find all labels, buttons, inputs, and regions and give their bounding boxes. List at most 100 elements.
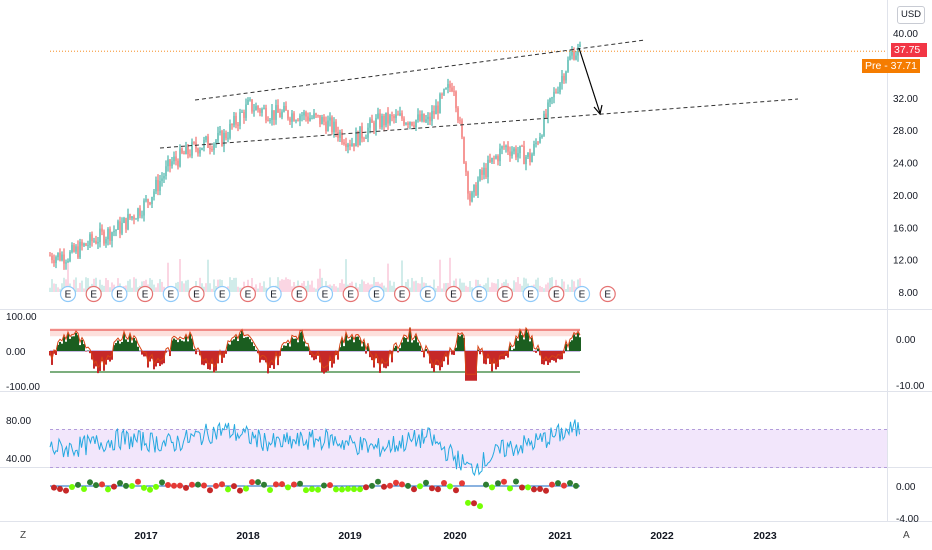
- oscillator-histogram-bar: [117, 340, 119, 351]
- momentum-dot: [51, 484, 57, 491]
- price-pane[interactable]: [49, 41, 581, 270]
- momentum-dot: [231, 483, 237, 490]
- currency-label[interactable]: USD: [897, 6, 925, 24]
- price-candle-body: [53, 260, 55, 264]
- momentum-dot: [57, 485, 63, 492]
- volume-bar: [419, 283, 421, 292]
- price-candle-body: [157, 179, 159, 191]
- volume-bar: [469, 281, 471, 292]
- rsi-pane[interactable]: 80.00 40.00: [6, 416, 887, 477]
- volume-bar: [497, 279, 499, 292]
- oscillator-pane[interactable]: 100.00 0.00 -100.00 0.00 -10.00: [6, 312, 925, 393]
- volume-bar: [167, 262, 169, 292]
- oscillator-histogram-bar: [133, 337, 135, 351]
- oscillator-histogram-bar: [177, 342, 179, 351]
- oscillator-histogram-bar: [269, 351, 271, 368]
- earnings-marker: [368, 285, 385, 303]
- price-candle-body: [307, 116, 309, 121]
- price-candle-body: [361, 126, 363, 139]
- earnings-marker: [573, 285, 591, 303]
- timezone-button[interactable]: Z: [20, 530, 27, 541]
- price-candle-body: [335, 121, 337, 132]
- momentum-dot: [249, 479, 255, 486]
- volume-bar: [213, 279, 215, 292]
- oscillator-histogram-bar: [169, 351, 171, 357]
- earnings-marker: [599, 285, 616, 303]
- price-candle-body: [171, 161, 173, 167]
- momentum-dot: [471, 500, 477, 507]
- volume-bar: [455, 278, 457, 292]
- price-candle-body: [461, 120, 463, 138]
- oscillator-histogram-bar: [421, 351, 423, 352]
- price-candle-body: [329, 117, 331, 121]
- price-candle-body: [421, 113, 423, 121]
- oscillator-histogram-bar: [339, 347, 341, 351]
- price-candle-body: [527, 152, 529, 157]
- price-candle-body: [417, 114, 419, 120]
- price-candle-body: [511, 151, 513, 156]
- price-candle-body: [319, 115, 321, 125]
- price-candle-body: [267, 120, 269, 122]
- price-candle-body: [375, 117, 377, 131]
- price-candle-body: [479, 170, 481, 181]
- trendlines[interactable]: [159, 39, 799, 149]
- momentum-pane[interactable]: 0.00 -4.00: [50, 478, 919, 525]
- price-candle-body: [541, 135, 543, 137]
- price-candle-body: [331, 117, 333, 133]
- oscillator-histogram-bar: [441, 351, 443, 368]
- momentum-dot: [159, 479, 165, 486]
- oscillator-upper-band: [50, 328, 580, 337]
- oscillator-histogram-bar: [397, 351, 399, 353]
- volume-bar: [209, 283, 211, 292]
- oscillator-histogram-bar: [309, 351, 311, 355]
- oscillator-histogram-bar: [143, 351, 145, 357]
- volume-bar: [187, 279, 189, 292]
- price-candle-body: [349, 144, 351, 147]
- volume-bar: [77, 288, 79, 292]
- price-candle-body: [301, 115, 303, 117]
- earnings-marker: [394, 285, 411, 303]
- price-candle-body: [247, 99, 249, 105]
- oscillator-histogram-bar: [523, 339, 525, 351]
- oscillator-histogram-bar: [97, 351, 99, 374]
- momentum-dot: [183, 484, 189, 491]
- price-candle-body: [383, 115, 385, 126]
- oscillator-histogram-bar: [407, 341, 409, 351]
- price-candle-body: [233, 115, 235, 126]
- earnings-marker-label: E: [579, 290, 586, 301]
- oscillator-histogram-bar: [357, 336, 359, 351]
- price-candle-body: [117, 221, 119, 230]
- volume-bar: [155, 287, 157, 292]
- target-arrow[interactable]: [578, 47, 603, 116]
- volume-bar: [493, 283, 495, 292]
- price-candle-body: [261, 108, 263, 113]
- oscillator-histogram-bar: [255, 349, 257, 351]
- price-candle-body: [95, 240, 97, 244]
- momentum-dot: [333, 486, 339, 493]
- volume-bar: [133, 277, 135, 292]
- auto-scale-button[interactable]: A: [903, 530, 910, 541]
- oscillator-histogram-bar: [497, 351, 499, 367]
- price-candle-body: [365, 137, 367, 139]
- oscillator-histogram-bar: [73, 336, 75, 351]
- oscillator-histogram-bar: [193, 349, 195, 351]
- momentum-dot: [237, 487, 243, 494]
- price-candle-body: [507, 145, 509, 152]
- oscillator-histogram-bar: [439, 351, 441, 371]
- volume-bar: [255, 284, 257, 292]
- price-candle-body: [487, 159, 489, 178]
- oscillator-histogram-bar: [147, 351, 149, 368]
- oscillator-histogram-bar: [215, 351, 217, 371]
- price-candle-body: [539, 136, 541, 143]
- oscillator-histogram-bar: [59, 341, 61, 351]
- volume-bar: [261, 286, 263, 292]
- volume-bar: [109, 287, 111, 292]
- price-candle-body: [571, 51, 573, 56]
- oscillator-tick-label: 0.00: [6, 347, 26, 358]
- price-candle-body: [501, 146, 503, 149]
- volume-bar: [359, 283, 361, 292]
- price-candle-body: [111, 232, 113, 241]
- price-candle-body: [543, 113, 545, 136]
